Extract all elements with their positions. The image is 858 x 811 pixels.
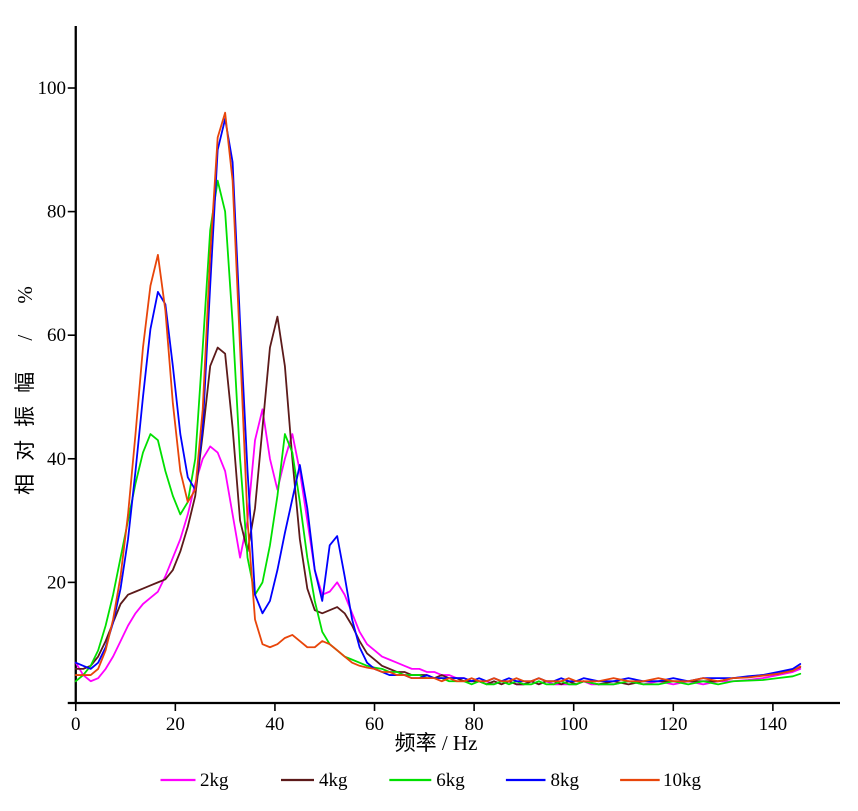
svg-text:0: 0: [71, 714, 81, 735]
svg-text:相对振幅 / %: 相对振幅 / %: [13, 273, 37, 495]
svg-text:140: 140: [759, 714, 788, 735]
svg-text:20: 20: [166, 714, 185, 735]
svg-text:100: 100: [559, 714, 588, 735]
svg-text:10kg: 10kg: [663, 770, 702, 791]
svg-text:100: 100: [38, 78, 67, 99]
svg-text:60: 60: [47, 325, 66, 346]
svg-text:120: 120: [659, 714, 688, 735]
svg-text:80: 80: [47, 202, 66, 223]
svg-text:20: 20: [47, 572, 66, 593]
svg-text:40: 40: [265, 714, 284, 735]
svg-text:8kg: 8kg: [551, 770, 580, 791]
svg-text:6kg: 6kg: [436, 770, 465, 791]
svg-text:40: 40: [47, 449, 66, 470]
svg-text:4kg: 4kg: [319, 770, 348, 791]
svg-text:2kg: 2kg: [200, 770, 229, 791]
svg-text:频率 / Hz: 频率 / Hz: [395, 731, 478, 755]
svg-text:60: 60: [365, 714, 384, 735]
